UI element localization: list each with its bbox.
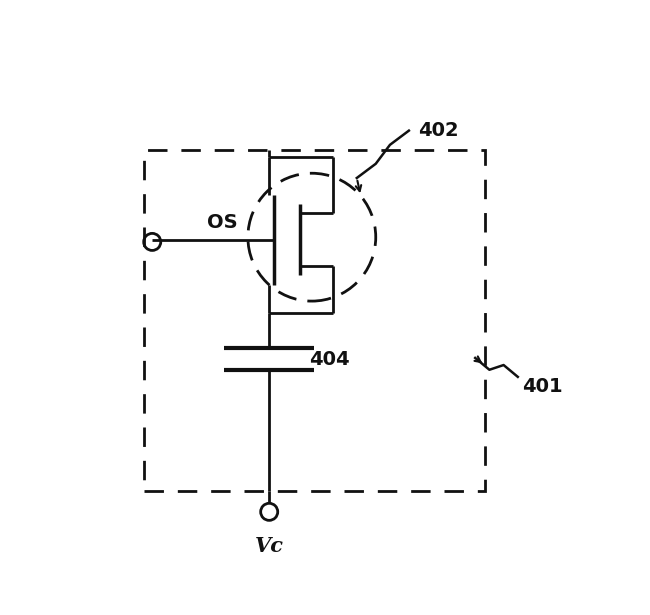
Bar	[144, 149, 485, 491]
Text: 402: 402	[419, 121, 459, 140]
Text: 404: 404	[309, 349, 350, 368]
Text: Vc: Vc	[255, 536, 283, 555]
Text: 401: 401	[523, 377, 563, 396]
Text: OS: OS	[207, 213, 237, 232]
